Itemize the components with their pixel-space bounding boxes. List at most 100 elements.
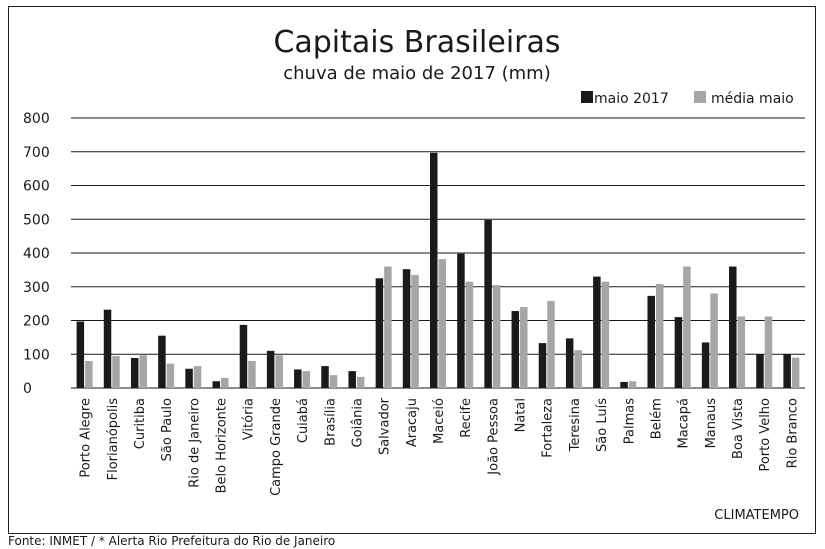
- category-label: Rio Branco: [785, 398, 800, 468]
- bar-maio-2017-20: [620, 381, 628, 388]
- category-label: Macapá: [677, 398, 692, 449]
- bar-media-maio-7: [275, 355, 283, 388]
- category-label: Campo Grande: [269, 398, 284, 496]
- category-label: Belo Horizonte: [215, 398, 230, 493]
- y-tick-label: 200: [23, 314, 50, 330]
- category-label: Boa Vista: [731, 398, 746, 459]
- bar-maio-2017-2: [130, 357, 139, 388]
- bar-maio-2017-10: [348, 371, 356, 388]
- bar-maio-2017-1: [103, 309, 112, 388]
- bar-media-maio-9: [329, 375, 338, 388]
- category-label: Maceió: [432, 398, 447, 444]
- category-label: Rio de Janeiro: [187, 398, 202, 488]
- bar-media-maio-25: [764, 316, 773, 388]
- bar-media-maio-6: [248, 361, 256, 388]
- bar-media-maio-3: [166, 363, 175, 388]
- y-tick-label: 600: [23, 179, 50, 195]
- legend-label-maio-2017: maio 2017: [594, 91, 669, 107]
- category-label: Cuiabá: [296, 398, 311, 443]
- source-note: Fonte: INMET / * Alerta Rio Prefeitura d…: [8, 534, 336, 548]
- category-label: Florianópolis: [106, 398, 121, 481]
- category-label: Natal: [514, 398, 529, 432]
- category-label: Porto Alegre: [79, 398, 94, 478]
- y-tick-label: 500: [23, 212, 50, 228]
- bar-maio-2017-23: [701, 342, 710, 388]
- category-label: Fortaleza: [541, 398, 556, 458]
- chart-frame: Capitais Brasileiras chuva de maio de 20…: [8, 6, 816, 534]
- category-label: Salvador: [378, 397, 393, 455]
- bar-media-maio-11: [384, 266, 392, 388]
- bar-media-maio-10: [356, 376, 365, 388]
- bar-media-maio-8: [302, 371, 311, 388]
- bar-maio-2017-25: [756, 354, 764, 388]
- category-label: Manaus: [704, 398, 719, 449]
- bar-media-maio-20: [628, 381, 637, 388]
- bar-maio-2017-8: [294, 369, 302, 388]
- bar-media-maio-4: [193, 366, 202, 388]
- bar-media-maio-0: [85, 361, 93, 388]
- category-label: Curitiba: [133, 398, 148, 449]
- bar-media-maio-15: [492, 285, 501, 388]
- category-label: Vitória: [242, 398, 257, 440]
- y-tick-label: 300: [23, 280, 50, 296]
- bar-maio-2017-3: [158, 335, 166, 388]
- category-label: Palmas: [622, 398, 637, 444]
- credit-label: CLIMATEMPO: [714, 508, 799, 523]
- category-label: São Luís: [595, 398, 610, 452]
- bar-media-maio-13: [438, 259, 446, 388]
- bar-maio-2017-22: [674, 317, 683, 388]
- bar-maio-2017-12: [402, 269, 411, 388]
- bar-media-maio-17: [547, 300, 555, 388]
- legend-swatch-maio-2017: [581, 91, 593, 103]
- bar-maio-2017-13: [430, 152, 438, 388]
- bar-maio-2017-21: [647, 295, 655, 388]
- y-tick-label: 100: [23, 347, 50, 363]
- bar-maio-2017-18: [565, 338, 574, 388]
- category-label: Teresina: [568, 398, 583, 452]
- bar-media-maio-24: [737, 316, 746, 388]
- bar-maio-2017-15: [484, 219, 492, 388]
- bar-media-maio-16: [520, 307, 528, 388]
- y-tick-label: 0: [23, 381, 32, 397]
- bar-maio-2017-5: [212, 381, 221, 388]
- bar-maio-2017-0: [76, 321, 85, 388]
- category-label: Porto Velho: [758, 398, 773, 472]
- bar-maio-2017-26: [783, 354, 791, 388]
- category-label: Brasília: [323, 398, 338, 446]
- bar-media-maio-19: [601, 281, 610, 388]
- bar-maio-2017-6: [239, 324, 248, 388]
- bar-media-maio-21: [655, 284, 664, 388]
- bar-maio-2017-9: [321, 366, 329, 388]
- bar-media-maio-14: [465, 281, 474, 388]
- bar-chart: Capitais Brasileiras chuva de maio de 20…: [23, 25, 805, 523]
- chart-title: Capitais Brasileiras: [273, 25, 560, 60]
- bar-maio-2017-24: [729, 266, 737, 388]
- category-label: João Pessoa: [486, 398, 501, 476]
- category-label: São Paulo: [160, 398, 175, 461]
- category-label: Aracaju: [405, 398, 420, 447]
- bar-media-maio-1: [112, 355, 120, 388]
- bar-media-maio-23: [710, 293, 718, 388]
- bar-maio-2017-16: [511, 311, 520, 388]
- legend-label-media-maio: média maio: [711, 91, 794, 107]
- bar-media-maio-22: [683, 266, 691, 388]
- category-label: Belém: [649, 398, 664, 439]
- chart-subtitle: chuva de maio de 2017 (mm): [283, 63, 551, 84]
- bar-maio-2017-7: [266, 350, 275, 388]
- bar-media-maio-12: [411, 274, 419, 388]
- category-label: Goiânia: [350, 398, 365, 447]
- y-tick-label: 800: [23, 111, 50, 127]
- y-tick-label: 400: [23, 246, 50, 262]
- bar-media-maio-5: [221, 377, 229, 388]
- legend-swatch-media-maio: [694, 91, 706, 103]
- bar-maio-2017-17: [538, 343, 547, 388]
- y-tick-label: 700: [23, 145, 50, 161]
- bar-media-maio-18: [574, 350, 582, 388]
- category-label: Recife: [459, 398, 474, 438]
- bar-maio-2017-11: [375, 278, 384, 388]
- bar-media-maio-2: [139, 355, 147, 388]
- bar-maio-2017-14: [457, 253, 465, 388]
- bar-media-maio-26: [791, 357, 800, 388]
- bar-maio-2017-19: [593, 276, 601, 388]
- bar-maio-2017-4: [185, 368, 193, 388]
